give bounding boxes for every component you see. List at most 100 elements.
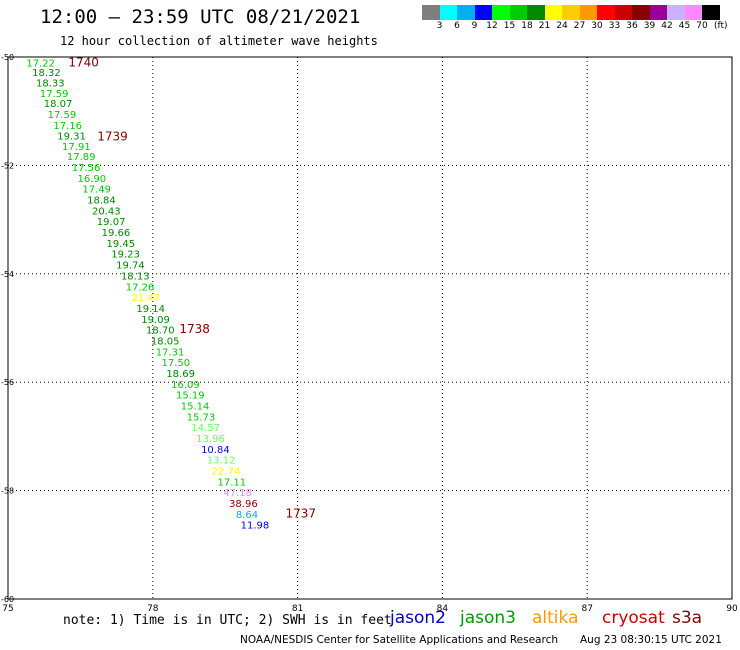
map-grid xyxy=(7,56,733,600)
wave-height-value: 10.84 xyxy=(201,445,230,456)
wave-height-value: 22.74 xyxy=(212,467,241,478)
scale-swatch xyxy=(439,5,458,20)
pass-time-label: 1737 xyxy=(286,506,317,520)
wave-height-value: 20.43 xyxy=(92,206,121,217)
wave-height-value: 47.18 xyxy=(223,488,252,499)
y-tick-label: -60 xyxy=(1,595,14,604)
y-tick-label: -56 xyxy=(1,378,14,387)
scale-unit: (ft) xyxy=(714,21,728,31)
y-tick-label: -52 xyxy=(1,161,14,170)
pass-time-label: 1740 xyxy=(68,55,99,69)
satellite-legend-item: s3a xyxy=(672,608,703,628)
scale-label: 21 xyxy=(538,21,551,31)
wave-height-value: 18.69 xyxy=(166,369,195,380)
wave-height-value: 19.74 xyxy=(116,261,145,272)
scale-swatch xyxy=(492,5,510,20)
scale-label: 30 xyxy=(591,21,603,31)
wave-height-value: 17.16 xyxy=(53,121,82,132)
scale-label: 12 xyxy=(486,21,498,31)
satellite-legend-item: altika xyxy=(532,608,579,628)
wave-height-value: 16.09 xyxy=(171,380,200,391)
wave-height-value: 17.49 xyxy=(82,185,111,196)
scale-swatch xyxy=(527,5,545,20)
scale-swatch xyxy=(702,5,720,20)
scale-label: 39 xyxy=(643,21,656,31)
scale-swatch xyxy=(614,5,633,20)
scale-swatch xyxy=(632,5,650,20)
scale-swatch xyxy=(544,5,563,20)
wave-height-value: 17.22 xyxy=(26,58,55,69)
wave-height-value: 18.84 xyxy=(87,196,116,207)
scale-label: 18 xyxy=(521,21,533,31)
scale-label: 15 xyxy=(503,21,516,31)
wave-height-value: 18.07 xyxy=(44,99,73,110)
wave-height-value: 18.05 xyxy=(151,336,180,347)
wave-height-value: 21.47 xyxy=(132,293,161,304)
generated-timestamp: Aug 23 08:30:15 UTC 2021 xyxy=(580,634,722,646)
x-tick-label: 75 xyxy=(2,604,13,614)
wave-height-value: 19.31 xyxy=(57,132,86,143)
page-subtitle: 12 hour collection of altimeter wave hei… xyxy=(60,34,378,48)
scale-label: 24 xyxy=(556,21,568,31)
y-tick-label: -50 xyxy=(1,53,14,62)
scale-swatch xyxy=(474,5,493,20)
wave-height-value: 18.13 xyxy=(121,271,150,282)
y-tick-label: -58 xyxy=(1,487,14,496)
scale-label: 70 xyxy=(696,21,708,31)
wave-height-value: 18.70 xyxy=(146,326,175,337)
x-tick-label: 78 xyxy=(147,604,159,614)
satellite-legend-item: cryosat xyxy=(602,608,665,628)
scale-swatch xyxy=(422,5,440,20)
scale-swatch xyxy=(509,5,528,20)
wave-height-value: 18.33 xyxy=(36,78,65,89)
scale-swatch xyxy=(562,5,580,20)
scale-label: 33 xyxy=(608,21,621,31)
wave-height-value: 15.14 xyxy=(181,402,210,413)
satellite-legend-item: jason3 xyxy=(460,608,516,628)
scale-label: 42 xyxy=(661,21,673,31)
x-tick-label: 84 xyxy=(437,604,449,614)
axis-ticks: 75 78 81 84 87 90 -50 -52 -54 -56 -58 -60 xyxy=(1,53,738,614)
scale-label: 45 xyxy=(678,21,691,31)
wave-height-value: 17.59 xyxy=(48,110,77,121)
wave-height-value: 19.45 xyxy=(106,239,135,250)
x-tick-label: 87 xyxy=(581,604,592,614)
wave-height-value: 17.89 xyxy=(67,152,96,163)
pass-time-label: 1738 xyxy=(179,322,210,336)
wave-height-value: 17.26 xyxy=(126,282,155,293)
scale-swatch xyxy=(667,5,685,20)
wave-height-value: 17.91 xyxy=(62,142,91,153)
wave-height-value: 13.96 xyxy=(196,434,225,445)
scale-label: 9 xyxy=(471,21,478,31)
wave-height-value: 19.07 xyxy=(97,217,126,228)
wave-height-value: 11.98 xyxy=(241,521,270,532)
pass-time-label: 1739 xyxy=(97,130,128,144)
wave-height-value: 17.11 xyxy=(217,477,246,488)
wave-height-value: 16.90 xyxy=(78,174,107,185)
scale-swatch xyxy=(684,5,703,20)
wave-height-value: 13.12 xyxy=(207,456,236,467)
scale-label: 36 xyxy=(626,21,638,31)
footnote: note: 1) Time is in UTC; 2) SWH is in fe… xyxy=(63,613,392,628)
scale-swatch xyxy=(579,5,598,20)
wave-height-value: 19.23 xyxy=(111,250,140,261)
scale-swatch xyxy=(457,5,475,20)
wave-height-value: 14.57 xyxy=(191,423,220,434)
time-labels: 1740 1739 1738 1737 xyxy=(68,55,316,520)
scale-label: 6 xyxy=(454,21,460,31)
scale-label: 3 xyxy=(436,21,443,31)
y-tick-label: -54 xyxy=(1,270,14,279)
page-title: 12:00 – 23:59 UTC 08/21/2021 xyxy=(40,6,361,28)
wave-height-value: 17.31 xyxy=(156,347,185,358)
map-frame xyxy=(7,56,733,600)
wave-height-value: 38.96 xyxy=(229,499,258,510)
wave-height-value: 18.32 xyxy=(32,68,61,79)
satellite-legend-item: jason2 xyxy=(390,608,446,628)
wave-height-value: 19.14 xyxy=(136,304,165,315)
x-tick-label: 81 xyxy=(292,604,303,614)
wave-height-value: 19.66 xyxy=(102,228,131,239)
wave-height-value: 8.64 xyxy=(236,510,258,521)
wave-height-value: 17.56 xyxy=(72,163,101,174)
